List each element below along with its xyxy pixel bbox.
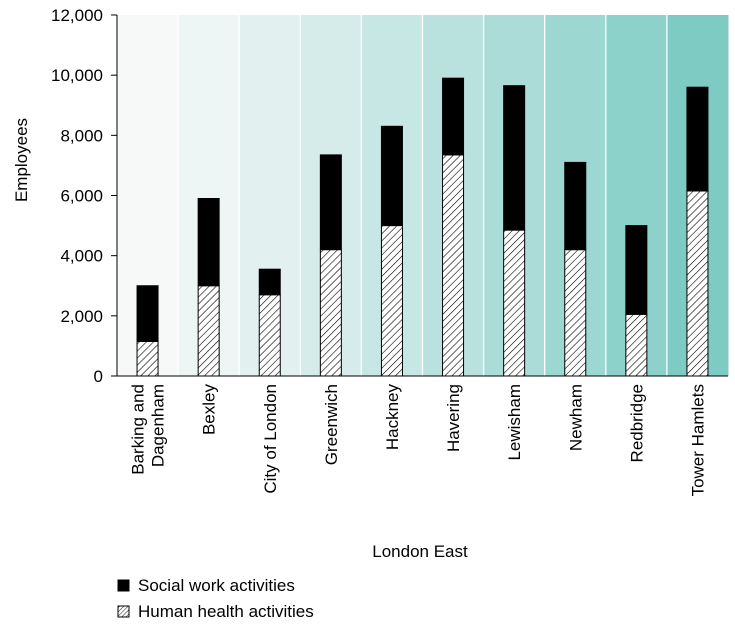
x-tick-label: Newham bbox=[566, 384, 585, 451]
bar-human-health bbox=[319, 249, 342, 377]
bar-social-work bbox=[136, 285, 159, 342]
axes: 0 2,000 4,000 6,000 8,000 10,000 12,000 Barking… bbox=[51, 6, 728, 496]
y-tick-label: 12,000 bbox=[51, 6, 103, 25]
bar-human-health bbox=[686, 190, 709, 377]
legend: Social work activities Human health activ… bbox=[117, 576, 314, 621]
x-tick-label: Hackney bbox=[383, 384, 402, 451]
x-tick-label: Redbridge bbox=[627, 384, 646, 462]
bar-social-work bbox=[380, 125, 403, 227]
y-axis-label: Employees bbox=[12, 118, 31, 202]
bar-social-work bbox=[258, 268, 281, 296]
bar-human-health bbox=[197, 285, 220, 377]
gridlines bbox=[177, 15, 668, 376]
bar-human-health bbox=[380, 225, 403, 377]
legend-label: Human health activities bbox=[138, 602, 314, 621]
x-tick-label: Lewisham bbox=[505, 384, 524, 461]
legend-swatch bbox=[117, 605, 130, 618]
x-tick-label: Dagenham bbox=[149, 384, 168, 467]
y-tick-label: 10,000 bbox=[51, 66, 103, 85]
bar-social-work bbox=[503, 85, 526, 231]
bar-social-work bbox=[625, 225, 648, 315]
y-tick-label: 8,000 bbox=[60, 126, 103, 145]
x-tick-label: Tower Hamlets bbox=[688, 384, 707, 496]
bar-human-health bbox=[258, 294, 281, 377]
bar-human-health bbox=[442, 154, 465, 377]
bar-social-work bbox=[197, 198, 220, 287]
x-tick-label: Barking and bbox=[129, 384, 148, 475]
bar-social-work bbox=[442, 77, 465, 156]
y-tick-label: 4,000 bbox=[60, 247, 103, 266]
bar-social-work bbox=[564, 161, 587, 251]
x-axis-label: London East bbox=[372, 542, 468, 561]
legend-swatch bbox=[117, 579, 130, 592]
bar-human-health bbox=[136, 340, 159, 377]
bar-human-health bbox=[625, 313, 648, 377]
bar-human-health bbox=[564, 249, 587, 377]
x-tick-label: City of London bbox=[261, 384, 280, 494]
bar-social-work bbox=[319, 154, 342, 251]
x-tick-label: Greenwich bbox=[322, 384, 341, 465]
x-tick-label: Bexley bbox=[200, 384, 219, 436]
y-tick-label: 6,000 bbox=[60, 187, 103, 206]
x-tick-label: Havering bbox=[444, 384, 463, 452]
bars bbox=[136, 77, 709, 377]
bar-social-work bbox=[686, 86, 709, 192]
bar-human-health bbox=[503, 229, 526, 377]
y-tick-label: 2,000 bbox=[60, 307, 103, 326]
y-tick-label: 0 bbox=[94, 367, 103, 386]
legend-label: Social work activities bbox=[138, 576, 295, 595]
